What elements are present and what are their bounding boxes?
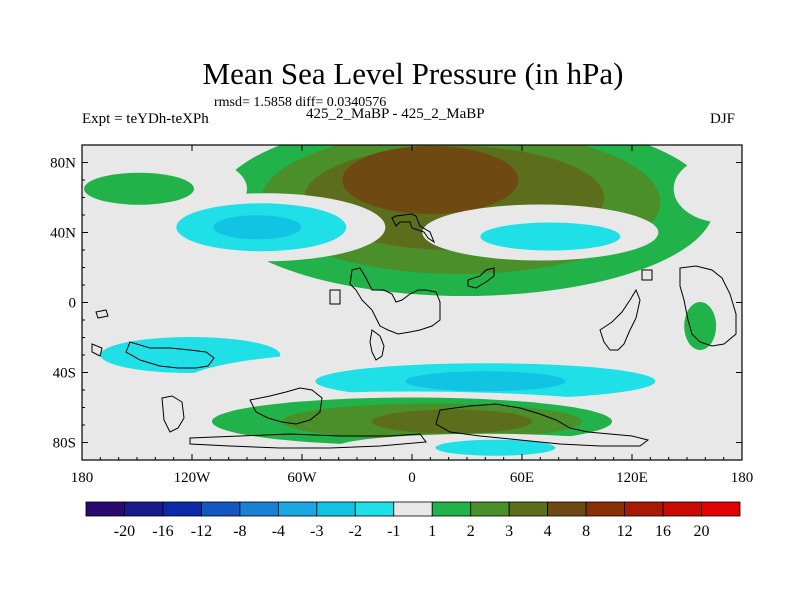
x-tick-label: 180 xyxy=(731,470,754,486)
colorbar-label: -3 xyxy=(310,523,323,540)
colorbar-swatch xyxy=(354,501,395,517)
y-tick-label: 40S xyxy=(53,366,76,382)
comparison-label: 425_2_MaBP - 425_2_MaBP xyxy=(306,106,485,122)
colorbar-swatch xyxy=(162,501,202,517)
map-axes: 180 120W 60W 0 60E 120E 180 80N 40N 0 40S 80S xyxy=(50,144,754,486)
y-tick-label: 40N xyxy=(50,226,76,242)
contour-siberian-high-east-level-1 xyxy=(673,154,742,223)
contour-arctic-ridge-level-8 xyxy=(342,146,519,214)
season-label: DJF xyxy=(710,111,736,127)
colorbar-label: 16 xyxy=(655,523,671,540)
colorbar-label: -12 xyxy=(191,523,212,540)
colorbar-swatch xyxy=(431,501,472,517)
colorbar-swatch xyxy=(316,501,356,517)
colorbar-swatch xyxy=(701,501,741,517)
x-tick-label: 60E xyxy=(510,470,534,486)
contour-w-pacific-high-level-2 xyxy=(684,302,717,350)
colorbar-label: -2 xyxy=(349,523,362,540)
colorbar-swatch xyxy=(662,501,702,517)
colorbar-label: 4 xyxy=(544,523,552,540)
y-tick-label: 0 xyxy=(69,296,77,312)
colorbar-label: -4 xyxy=(272,523,285,540)
colorbar-label: -8 xyxy=(233,523,246,540)
y-tick-label: 80S xyxy=(53,436,76,452)
colorbar-swatch xyxy=(201,501,241,517)
colorbar-swatch xyxy=(239,501,279,517)
colorbar-swatch xyxy=(470,501,510,517)
colorbar-label: 2 xyxy=(467,523,475,540)
colorbar-label: 12 xyxy=(617,523,633,540)
contour-regions xyxy=(82,145,742,460)
colorbar-swatch xyxy=(124,501,164,517)
contour-n-atlantic-low-level--2 xyxy=(480,222,621,251)
contour-n-pacific-low-level--3 xyxy=(213,215,302,240)
chart-subtitle: rmsd= 1.5858 diff= 0.0340576 xyxy=(214,95,387,110)
experiment-label: Expt = teYDh-teXPh xyxy=(82,111,209,127)
coastlines xyxy=(91,213,737,449)
colorbar-label: -1 xyxy=(387,523,400,540)
x-tick-label: 180 xyxy=(71,470,94,486)
colorbar-swatch xyxy=(393,501,433,517)
colorbar-label: -20 xyxy=(114,523,135,540)
colorbar-swatch xyxy=(624,501,664,517)
colorbar-swatch xyxy=(585,501,625,517)
x-tick-label: 60W xyxy=(287,470,317,486)
contour-antarctic-ridge-level-4 xyxy=(372,409,532,434)
colorbar-label: 1 xyxy=(428,523,436,540)
colorbar-label: -16 xyxy=(152,523,173,540)
y-tick-label: 80N xyxy=(50,156,76,172)
contour-siberian-high-west-level-2 xyxy=(84,172,194,205)
colorbar-swatch xyxy=(547,501,587,517)
x-tick-label: 120W xyxy=(174,470,212,486)
x-tick-label: 120E xyxy=(616,470,648,486)
contour-polar-low-level--2 xyxy=(435,439,556,456)
colorbar: -20 -16 -12 -8 -4 -3 -2 -1 1 2 3 4 8 12 16 20 xyxy=(85,501,741,540)
contour-s-ocean-trough-east-level--3 xyxy=(405,371,566,392)
colorbar-swatch xyxy=(508,501,549,517)
chart-title: Mean Sea Level Pressure (in hPa) xyxy=(202,56,624,91)
colorbar-label: 3 xyxy=(505,523,513,540)
colorbar-swatch xyxy=(277,501,318,517)
colorbar-swatch xyxy=(85,501,125,517)
x-tick-label: 0 xyxy=(408,470,416,486)
colorbar-label: 8 xyxy=(582,523,590,540)
colorbar-label: 20 xyxy=(694,523,710,540)
